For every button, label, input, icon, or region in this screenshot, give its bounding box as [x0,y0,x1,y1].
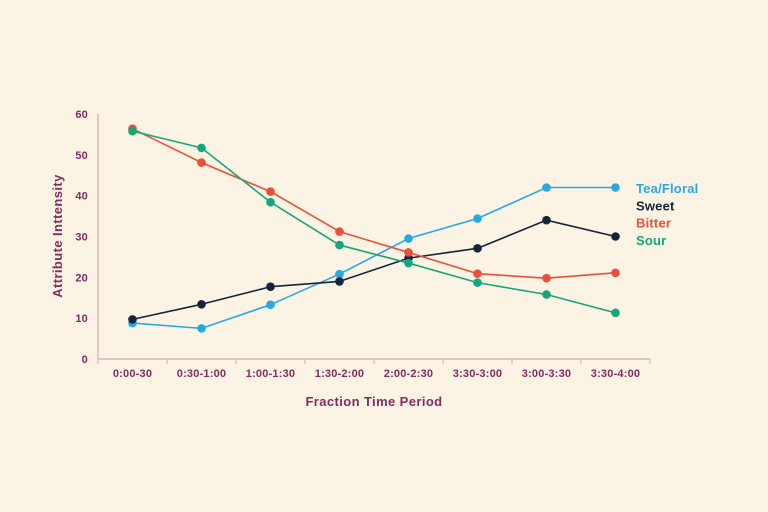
axes-layer [97,114,651,364]
x-tick-label: 1:00-1:30 [246,368,296,380]
data-point [611,268,620,278]
data-point [335,277,344,286]
legend: Tea/Floral Sweet Bitter Sour [636,181,698,248]
legend-item-bitter: Bitter [636,216,671,231]
y-tick-label: 60 [75,109,88,121]
data-point [473,244,482,253]
data-point [266,187,275,196]
data-point [473,214,482,223]
data-point [197,143,206,153]
data-point [404,248,413,257]
x-tick-label: 3:00-3:30 [522,368,572,380]
legend-item-sweet: Sweet [636,198,675,213]
x-tick-label: 3:30-4:00 [591,368,641,380]
x-tick-label: 0:00-30 [113,368,152,380]
series-tea-floral [128,183,620,333]
data-point [197,158,206,167]
x-axis-title: Fraction Time Period [305,394,442,409]
data-point [542,290,551,299]
x-tick-label: 2:00-2:30 [384,368,434,380]
series-line [132,127,616,279]
legend-item-tea-floral: Tea/Floral [636,181,698,196]
data-point [266,300,275,309]
y-tick-label: 10 [75,313,88,325]
x-tick-label: 3:30-3:00 [453,368,503,380]
data-point [404,234,413,243]
data-point [266,197,275,207]
data-point [335,269,344,279]
data-point [197,299,206,309]
x-tick-label: 0:30-1:00 [177,368,227,380]
data-point [473,278,482,287]
data-point [197,324,206,333]
data-point [542,273,551,283]
data-point [128,126,137,136]
series-line [132,130,616,314]
data-point [611,232,620,241]
series-line [132,186,616,330]
y-tick-label: 50 [75,150,88,162]
data-point [128,315,137,324]
tick-labels-layer: 0 10 20 30 40 50 60 0:00-30 0:30-1:00 1:00-1:30 1:… [75,109,640,380]
series-layer [128,124,620,333]
data-point [611,183,620,192]
y-tick-label: 0 [82,354,88,366]
y-tick-label: 30 [75,232,88,244]
series-sweet [128,215,620,324]
series-bitter [128,124,620,283]
series-sour [128,126,620,318]
y-tick-label: 20 [75,272,88,284]
series-line [132,219,616,321]
data-point [335,240,344,250]
y-tick-label: 40 [75,191,88,203]
data-point [611,308,620,318]
data-point [266,282,275,292]
y-axis-title: Attribute Inttensity [50,174,65,298]
data-point [335,227,344,236]
data-point [542,215,551,225]
data-point [473,269,482,278]
legend-item-sour: Sour [636,233,666,248]
x-tick-label: 1:30-2:00 [315,368,365,380]
data-point [542,183,551,192]
data-point [404,258,413,268]
